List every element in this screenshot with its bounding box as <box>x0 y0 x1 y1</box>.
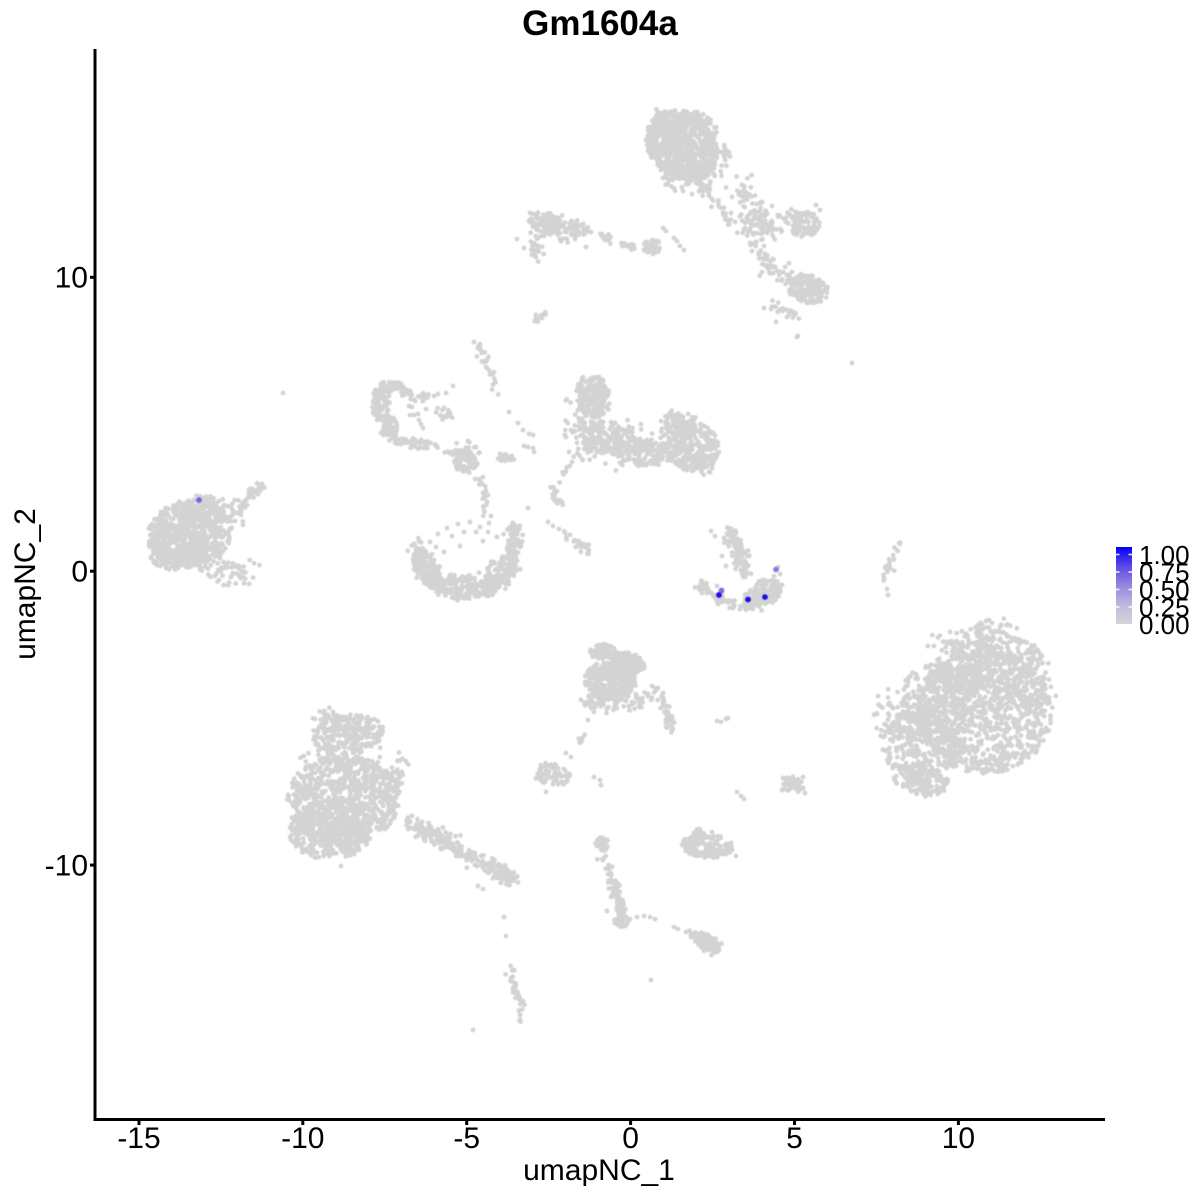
svg-text:-10: -10 <box>281 1122 324 1155</box>
svg-text:-5: -5 <box>453 1122 480 1155</box>
svg-text:-10: -10 <box>45 850 88 883</box>
svg-text:5: 5 <box>786 1122 803 1155</box>
svg-text:0.00: 0.00 <box>1139 610 1190 640</box>
svg-text:umapNC_1: umapNC_1 <box>523 1154 675 1187</box>
svg-text:0.25: 0.25 <box>1139 593 1190 623</box>
svg-text:Gm1604a: Gm1604a <box>522 4 678 43</box>
svg-text:-15: -15 <box>117 1122 160 1155</box>
svg-text:10: 10 <box>942 1122 975 1155</box>
svg-text:0: 0 <box>622 1122 639 1155</box>
svg-text:0.75: 0.75 <box>1139 558 1190 588</box>
svg-text:0.50: 0.50 <box>1139 575 1190 605</box>
svg-text:0: 0 <box>71 556 88 589</box>
svg-text:umapNC_2: umapNC_2 <box>9 508 42 660</box>
svg-text:10: 10 <box>55 262 88 295</box>
svg-text:1.00: 1.00 <box>1139 540 1190 570</box>
